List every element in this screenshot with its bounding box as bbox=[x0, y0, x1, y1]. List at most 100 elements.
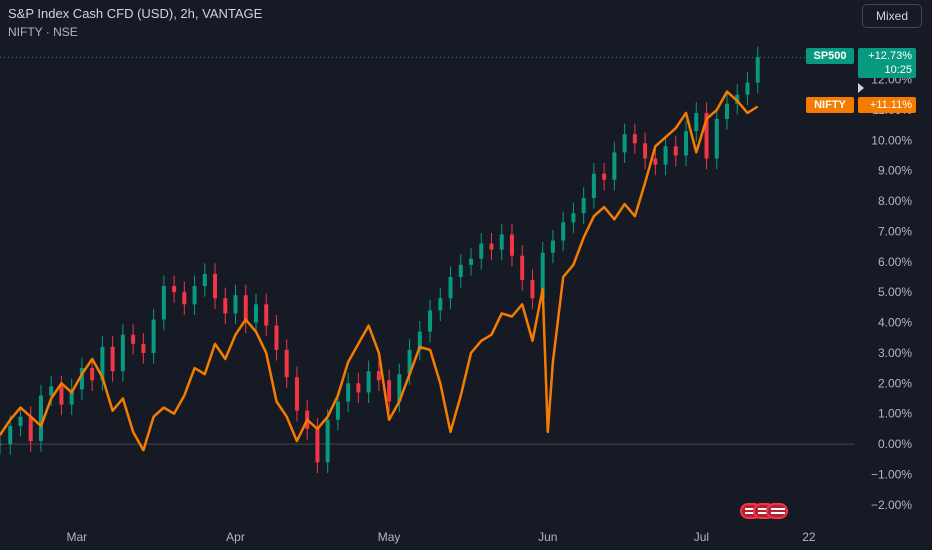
sp500-candle bbox=[673, 146, 678, 156]
x-tick-label: May bbox=[378, 530, 401, 544]
sp500-candle bbox=[110, 346, 115, 372]
sp500-candle bbox=[90, 368, 95, 381]
chart-title: S&P Index Cash CFD (USD), 2h, VANTAGE bbox=[8, 6, 263, 21]
sp500-candle bbox=[417, 331, 422, 350]
sp500-candle bbox=[499, 234, 504, 250]
sp500-candle bbox=[69, 389, 74, 405]
sp500-candle bbox=[131, 334, 136, 344]
y-axis[interactable]: 12.00%11.00%10.00%9.00%8.00%7.00%6.00%5.… bbox=[871, 72, 912, 511]
sp500-candle bbox=[397, 374, 402, 402]
y-tick-label: 5.00% bbox=[878, 285, 912, 299]
sp500-candle bbox=[0, 444, 2, 446]
sp500-candle bbox=[530, 280, 535, 299]
sp500-candle bbox=[550, 240, 555, 253]
sp500-candle bbox=[428, 310, 433, 332]
sp500-candle bbox=[120, 334, 125, 372]
sp500-candle bbox=[387, 380, 392, 402]
x-tick-label: Jul bbox=[694, 530, 709, 544]
nifty-line-series bbox=[0, 90, 759, 452]
sp500-candle bbox=[458, 264, 463, 277]
sp500-candle bbox=[755, 57, 760, 83]
compare-symbol[interactable]: NIFTY · NSE bbox=[8, 25, 78, 39]
sp500-candle bbox=[59, 386, 64, 405]
sp500-candle bbox=[520, 255, 525, 281]
sp500-candle bbox=[356, 383, 361, 393]
sp500-candle bbox=[284, 349, 289, 378]
sp500-candle bbox=[653, 158, 658, 165]
sp500-candle bbox=[366, 371, 371, 393]
sp500-candle bbox=[49, 386, 54, 396]
y-tick-label: 7.00% bbox=[878, 224, 912, 238]
sp500-candle bbox=[223, 298, 228, 314]
sp500-candle bbox=[325, 419, 330, 463]
sp500-candle bbox=[622, 134, 627, 153]
sp500-candle bbox=[28, 416, 33, 442]
sp500-candle bbox=[571, 213, 576, 223]
sp500-candle bbox=[192, 286, 197, 305]
y-tick-label: 0.00% bbox=[878, 437, 912, 451]
sp500-candle bbox=[704, 112, 709, 159]
y-tick-label: 1.00% bbox=[878, 407, 912, 421]
sp500-candle bbox=[172, 286, 177, 293]
sp500-candle bbox=[79, 368, 84, 390]
sp500-candles bbox=[0, 46, 760, 473]
sp500-candle bbox=[561, 222, 566, 241]
sp500-candle bbox=[182, 292, 187, 305]
sp500-candle bbox=[714, 118, 719, 159]
sp500-candle bbox=[38, 395, 43, 442]
sp500-candle bbox=[233, 295, 238, 314]
sp500-candle bbox=[141, 343, 146, 353]
x-axis[interactable]: Mar Apr May Jun Jul 22 bbox=[66, 530, 815, 544]
play-arrow-icon[interactable] bbox=[858, 83, 864, 93]
sp500-candle bbox=[315, 428, 320, 463]
sp500-candle bbox=[151, 319, 156, 353]
sp500-candle bbox=[376, 371, 381, 381]
sp500-candle bbox=[294, 377, 299, 411]
sp500-candle bbox=[581, 197, 586, 214]
sp500-candle bbox=[438, 298, 443, 311]
economic-events[interactable] bbox=[740, 503, 788, 519]
y-tick-label: 9.00% bbox=[878, 164, 912, 178]
sp500-candle bbox=[602, 173, 607, 180]
sp500-candle bbox=[100, 346, 105, 381]
sp500-candle bbox=[469, 258, 474, 265]
sp500-candle bbox=[335, 401, 340, 420]
y-tick-label: 4.00% bbox=[878, 316, 912, 330]
y-tick-label: 10.00% bbox=[871, 133, 912, 147]
sp500-candle bbox=[632, 134, 637, 144]
nifty-value-tag: +11.11% bbox=[858, 97, 916, 113]
nifty-line bbox=[0, 90, 759, 452]
sp500-candle bbox=[509, 234, 514, 256]
sp500-candle bbox=[540, 252, 545, 299]
sp500-candle bbox=[479, 243, 484, 259]
sp500-value-tag: +12.73% 10:25 bbox=[858, 48, 916, 78]
sp500-countdown: 10:25 bbox=[884, 64, 912, 76]
sp500-candle bbox=[161, 286, 166, 320]
sp500-candle bbox=[8, 425, 13, 445]
us-flag-icon[interactable] bbox=[766, 503, 788, 519]
sp500-candle bbox=[448, 276, 453, 299]
y-tick-label: −1.00% bbox=[871, 467, 912, 481]
x-tick-label: Apr bbox=[226, 530, 245, 544]
sp500-candle bbox=[243, 295, 248, 323]
scale-mode-button[interactable]: Mixed bbox=[862, 4, 922, 28]
sp500-candle bbox=[663, 146, 668, 165]
sp500-candle bbox=[725, 103, 730, 119]
sp500-candle bbox=[643, 143, 648, 159]
sp500-candle bbox=[694, 112, 699, 132]
sp500-candle bbox=[202, 273, 207, 287]
sp500-candle bbox=[18, 416, 23, 426]
y-tick-label: −2.00% bbox=[871, 498, 912, 512]
y-tick-label: 8.00% bbox=[878, 194, 912, 208]
nifty-name-tag: NIFTY bbox=[806, 97, 854, 113]
y-tick-label: 6.00% bbox=[878, 255, 912, 269]
sp500-candle bbox=[612, 152, 617, 180]
y-tick-label: 3.00% bbox=[878, 346, 912, 360]
sp500-candle bbox=[489, 243, 494, 250]
x-tick-label: Mar bbox=[66, 530, 87, 544]
y-tick-label: 2.00% bbox=[878, 376, 912, 390]
sp500-candle bbox=[346, 383, 351, 402]
sp500-candle bbox=[264, 304, 269, 326]
x-tick-label: 22 bbox=[802, 530, 816, 544]
